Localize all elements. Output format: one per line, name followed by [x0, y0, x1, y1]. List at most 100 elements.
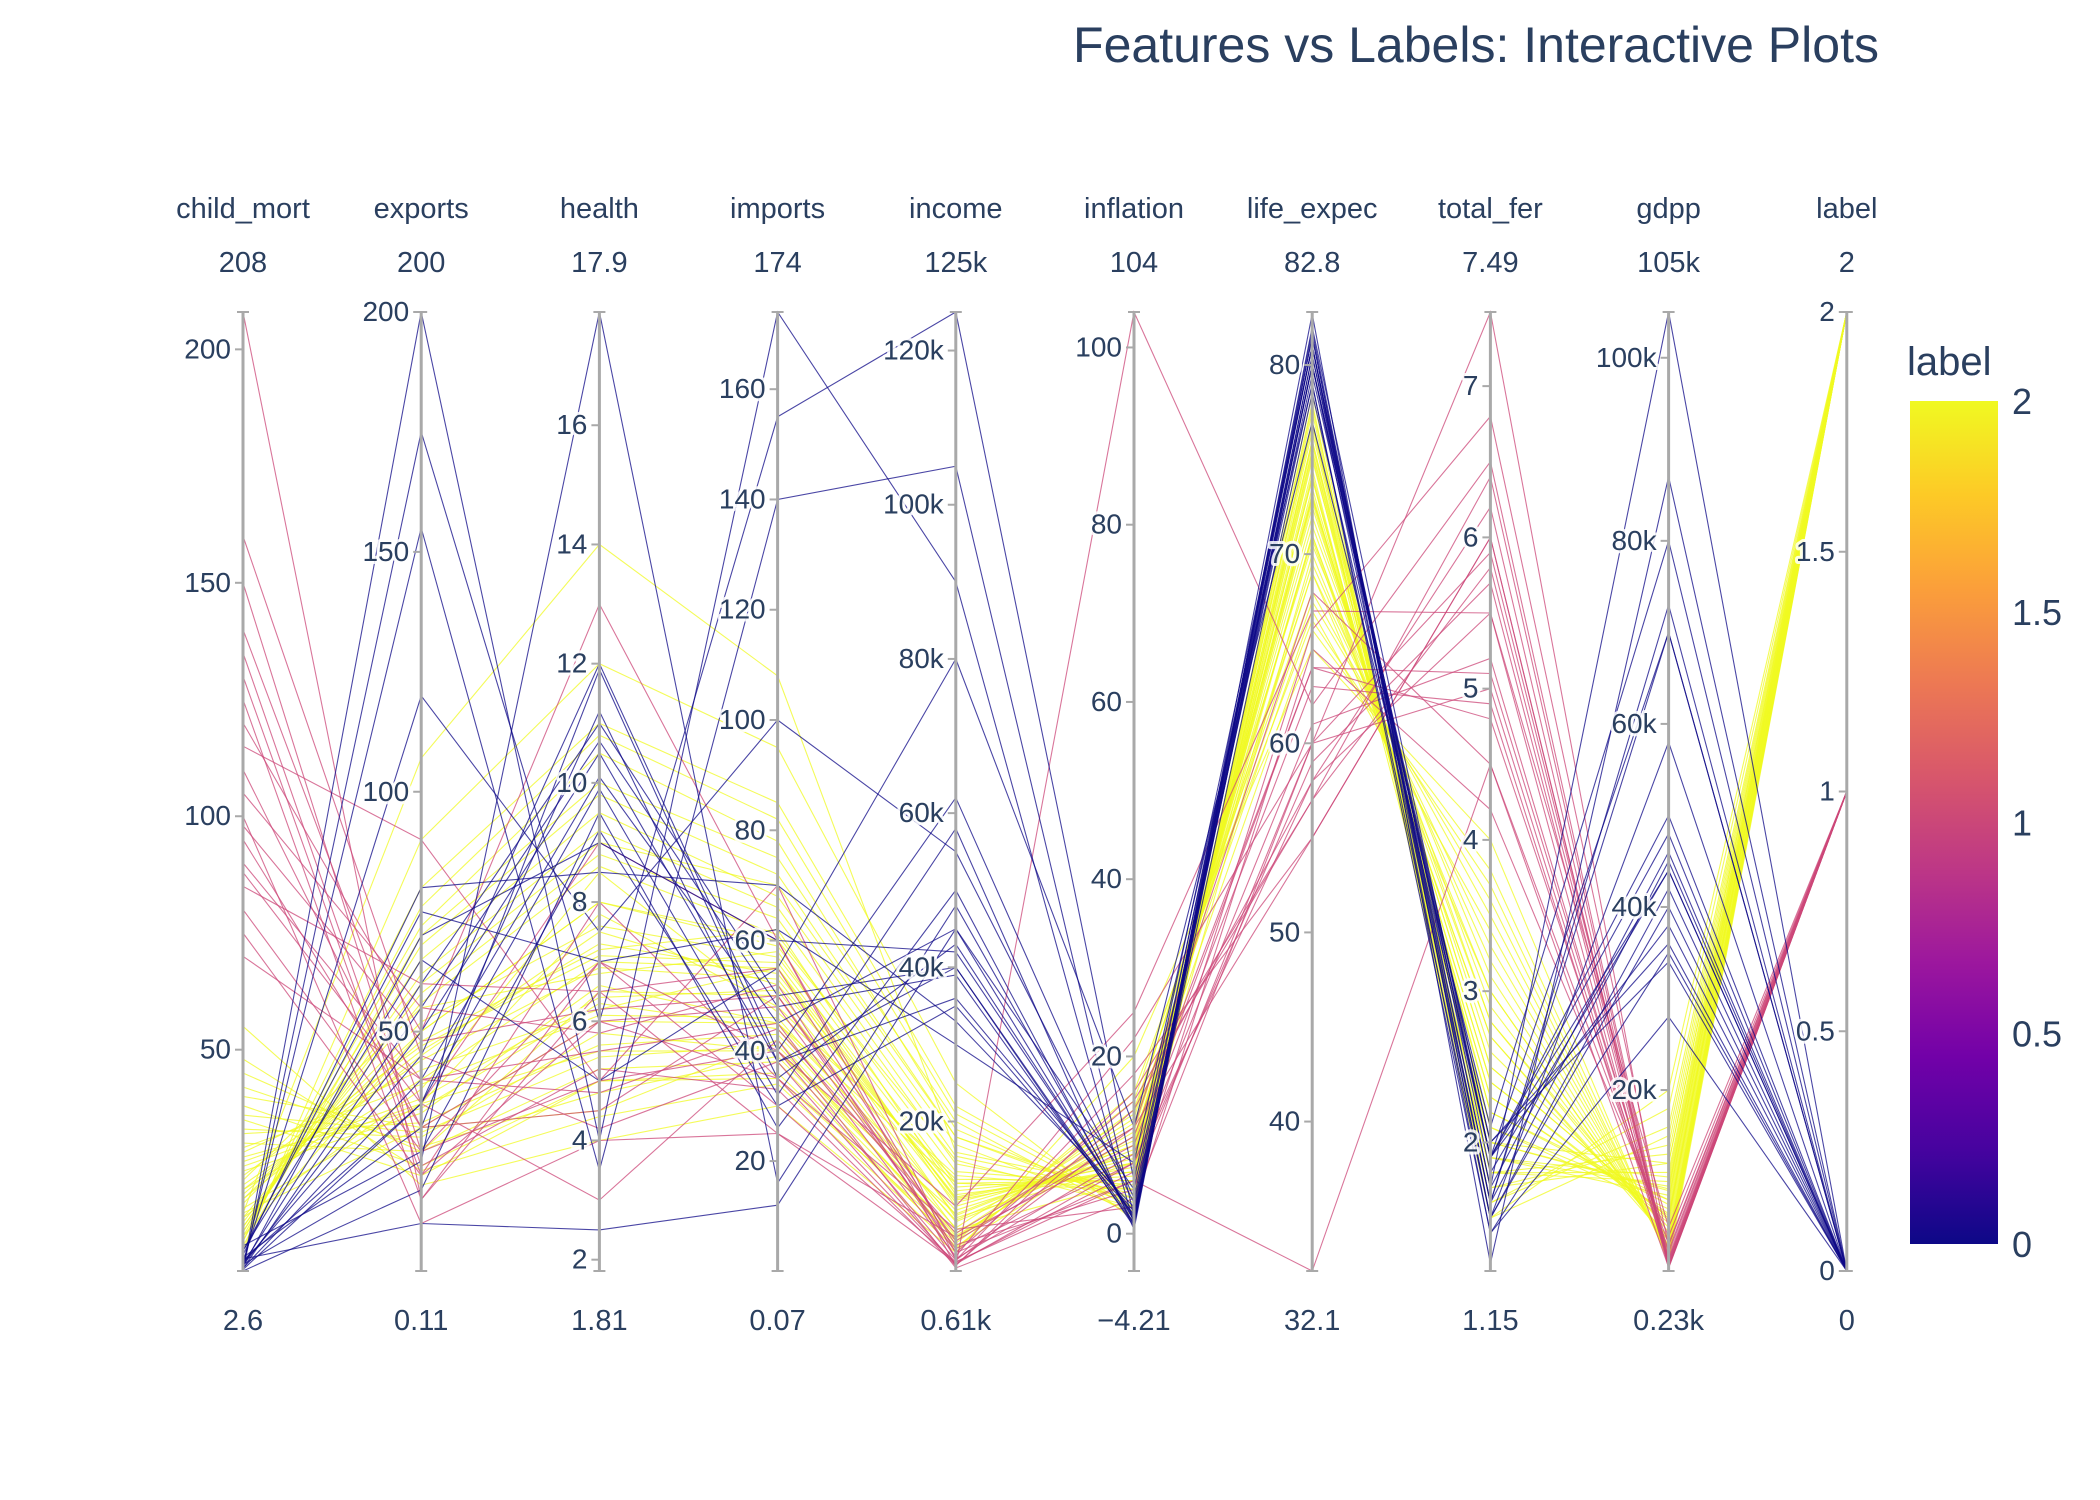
axis-tick-label-halo: 0: [1106, 1218, 1122, 1249]
axis-inflation[interactable]: inflation104−4.2100202040406060808010010…: [1072, 193, 1184, 1337]
data-polyline: [242, 311, 1848, 1251]
axis-tick-label: 0: [1819, 1255, 1835, 1286]
axis-tick-label: 40k: [899, 951, 945, 982]
data-polyline: [242, 383, 1848, 1272]
axis-tick-label: 100: [362, 776, 409, 807]
axis-tick-label: 10: [556, 767, 587, 798]
axis-tick-label-halo: 200: [362, 296, 409, 327]
colorbar-tick-label: 0: [2012, 1224, 2032, 1265]
data-polyline: [242, 311, 1848, 1264]
data-polyline: [242, 311, 1848, 1214]
data-polyline: [242, 311, 1848, 1242]
axis-max-label: 200: [397, 247, 445, 279]
axis-tick-label-halo: 2: [572, 1244, 588, 1275]
axis-tick-label-halo: 40k: [1611, 891, 1657, 922]
axis-imports[interactable]: imports1740.0720204040606080801001001201…: [716, 193, 825, 1337]
data-polyline: [242, 311, 1848, 1255]
axis-tick-label: 140: [719, 483, 766, 514]
axis-tick-label-halo: 120: [719, 594, 766, 625]
axis-tick-label: 80: [734, 814, 765, 845]
colorbar-tick-label: 1.5: [2012, 592, 2062, 633]
axis-tick-label: 20k: [1611, 1074, 1657, 1105]
axis-tick-label: 20: [734, 1145, 765, 1176]
axis-income[interactable]: income125k0.61k20k20k40k40k60k60k80k80k1…: [880, 193, 1002, 1337]
axis-tick-label-halo: 100: [1075, 331, 1122, 362]
data-polyline: [242, 611, 1848, 1270]
data-polyline: [242, 355, 1848, 1272]
axis-tick-label-halo: 40: [1091, 863, 1122, 894]
axis-tick-label-halo: 80k: [1611, 525, 1657, 556]
data-polyline: [242, 610, 1848, 1229]
data-polyline: [242, 310, 1848, 1269]
axis-tick-label-halo: 40: [1269, 1106, 1300, 1137]
axis-tick-label-halo: 3: [1463, 975, 1479, 1006]
axis-title: health: [560, 193, 639, 225]
axis-tick-label: 40: [1269, 1106, 1300, 1137]
data-polyline: [242, 311, 1848, 1272]
axis-tick-label-halo: 80: [734, 814, 765, 845]
data-polyline: [242, 311, 1848, 1272]
data-polyline: [242, 311, 1848, 1233]
axis-gdpp[interactable]: gdpp105k0.23k20k20k40k40k60k60k80k80k100…: [1593, 193, 1705, 1337]
axis-tick-label: 100: [719, 704, 766, 735]
axis-tick-label-halo: 160: [719, 373, 766, 404]
data-polyline: [242, 345, 1848, 1272]
axis-tick-label: 4: [1463, 824, 1479, 855]
axis-max-label: 174: [753, 247, 801, 279]
data-polyline: [242, 311, 1848, 1237]
axis-tick-label-halo: 10: [556, 767, 587, 798]
axis-tick-label: 8: [572, 886, 588, 917]
data-polyline: [242, 310, 1848, 1272]
data-polyline: [242, 311, 1848, 1214]
axis-tick-label-halo: 100: [719, 704, 766, 735]
axis-tick-label: 0: [1106, 1218, 1122, 1249]
data-polyline: [242, 355, 1848, 1272]
data-polyline: [242, 336, 1848, 1272]
colorbar-tick-label: 0.5: [2012, 1013, 2062, 1054]
axis-tick-label: 2: [572, 1244, 588, 1275]
axis-tick-label: 1.5: [1796, 536, 1835, 567]
data-polyline: [242, 311, 1848, 1233]
axis-tick-label: 6: [572, 1005, 588, 1036]
axis-tick-label: 80: [1269, 349, 1300, 380]
axis-tick-label: 50: [1269, 916, 1300, 947]
axis-tick-label: 70: [1269, 538, 1300, 569]
axis-tick-label-halo: 80: [1269, 349, 1300, 380]
axis-tick-label-halo: 16: [556, 409, 587, 440]
axis-tick-label-halo: 4: [572, 1124, 588, 1155]
axis-tick-label-halo: 20: [734, 1145, 765, 1176]
data-polyline: [242, 311, 1848, 1242]
colorbar-tick-label: 2: [2012, 381, 2032, 422]
data-polyline: [242, 345, 1848, 1272]
axis-tick-label-halo: 140: [719, 483, 766, 514]
axis-tick-label-halo: 1: [1819, 776, 1835, 807]
axis-tick-label: 60: [1091, 686, 1122, 717]
axis-tick-label-halo: 60: [1269, 727, 1300, 758]
axis-title: life_expec: [1247, 193, 1378, 225]
axis-min-label: 0.07: [749, 1305, 805, 1337]
axis-tick-label-halo: 70: [1269, 538, 1300, 569]
axis-tick-label-halo: 60: [1091, 686, 1122, 717]
axis-min-label: 1.81: [571, 1305, 627, 1337]
axis-tick-label-halo: 60k: [1611, 708, 1657, 739]
axis-min-label: −4.21: [1097, 1305, 1170, 1337]
data-polyline: [242, 311, 1848, 1251]
data-polyline: [242, 311, 1848, 1228]
data-polyline: [242, 326, 1848, 1272]
colorbar-rect: [1910, 401, 1998, 1244]
axis-tick-label-halo: 40: [734, 1035, 765, 1066]
axis-tick-label-halo: 20: [1091, 1040, 1122, 1071]
data-polyline: [242, 421, 1848, 1272]
axis-tick-label-halo: 200: [184, 333, 231, 364]
data-polyline: [242, 364, 1848, 1272]
axis-tick-label-halo: 100: [184, 800, 231, 831]
axis-tick-label: 200: [184, 333, 231, 364]
axis-tick-label: 200: [362, 296, 409, 327]
data-polyline: [242, 311, 1848, 1234]
